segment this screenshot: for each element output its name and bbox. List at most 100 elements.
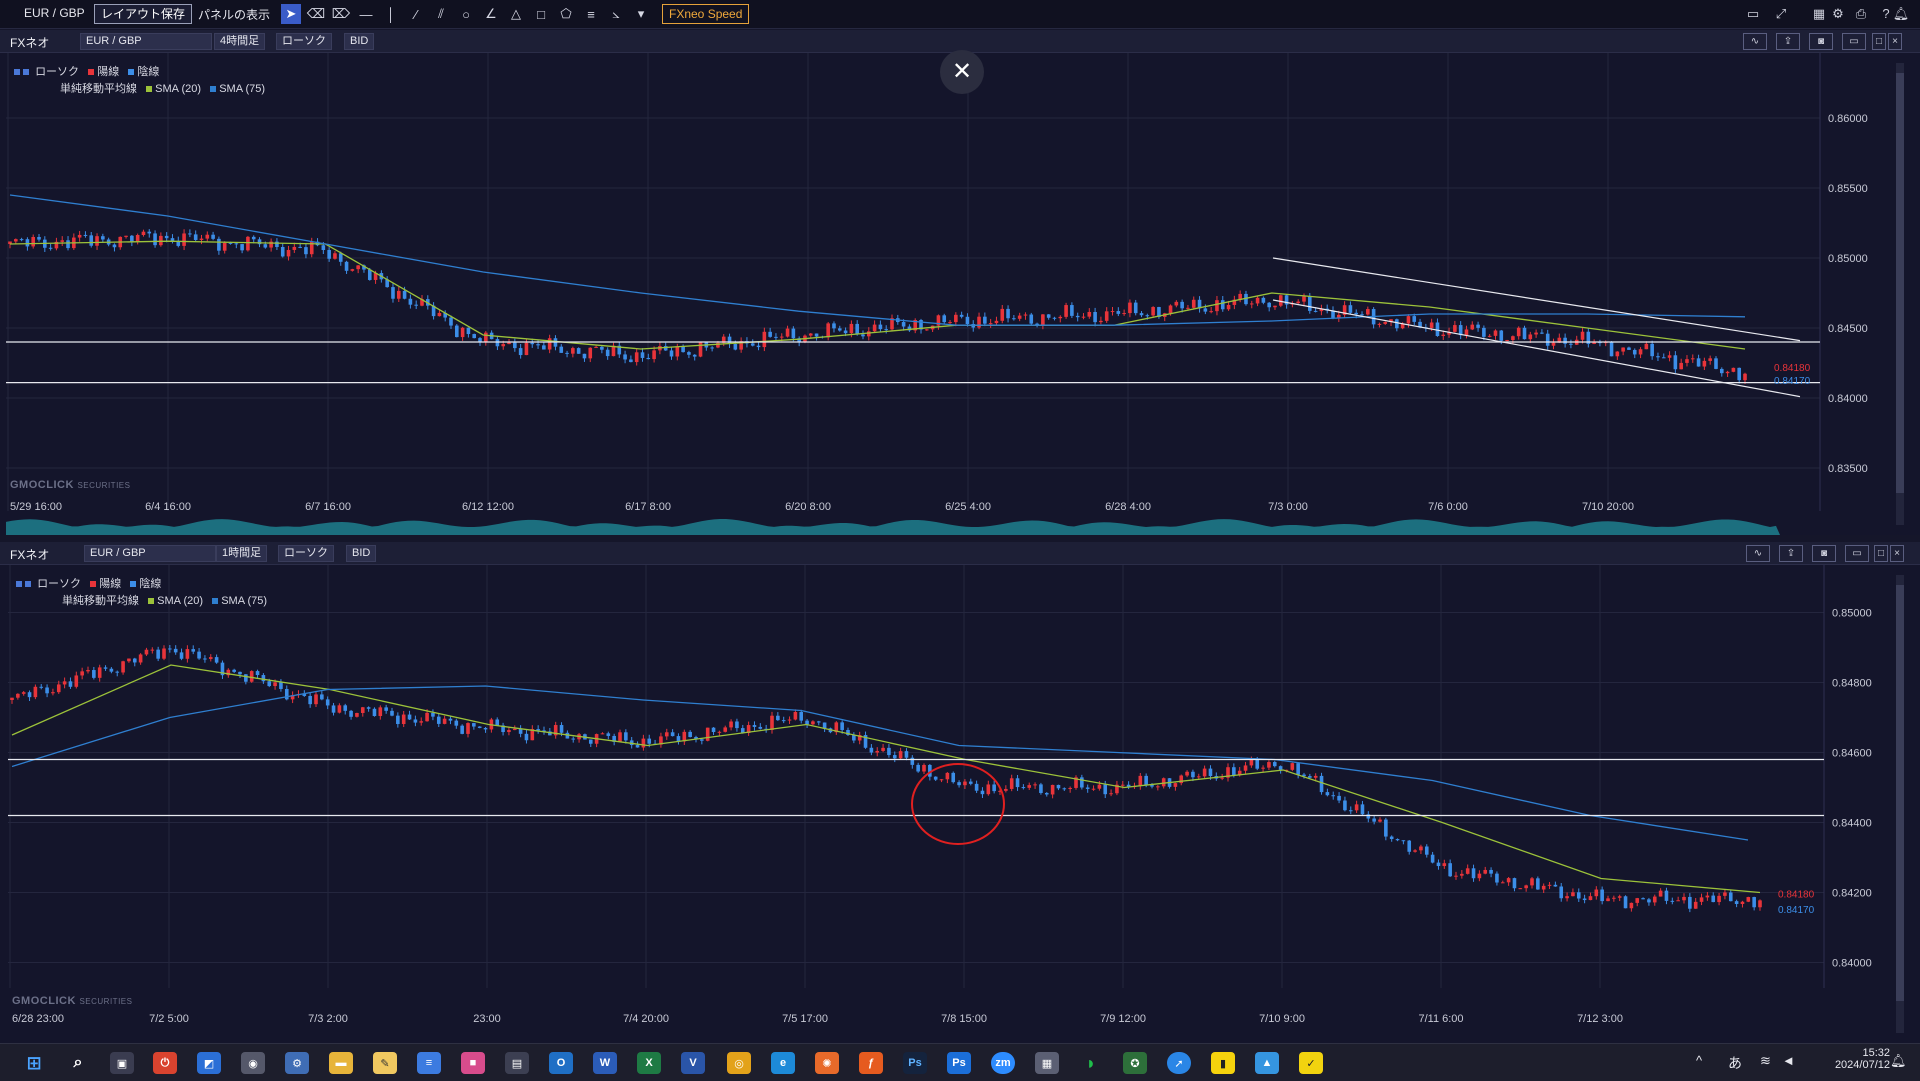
candle-body <box>1551 342 1556 346</box>
panel2-export-icon[interactable]: ⇪ <box>1779 545 1803 562</box>
panel1-indicator-icon[interactable]: ∿ <box>1743 33 1767 50</box>
panel1-maximize-icon[interactable]: □ <box>1872 33 1886 50</box>
horizontal-line-tool-icon[interactable]: — <box>359 6 373 22</box>
candle-body <box>275 241 279 248</box>
help-icon[interactable]: ? <box>1882 6 1890 21</box>
tray-chevron-icon[interactable]: ^ <box>1696 1053 1703 1068</box>
app-doc-icon[interactable]: ≡ <box>417 1052 441 1074</box>
panel2-pricetype-select[interactable]: BID <box>346 545 377 562</box>
fullscreen-icon[interactable]: ⤢ <box>1775 6 1787 21</box>
wifi-icon[interactable]: ≋ <box>1760 1053 1771 1068</box>
windows-start-icon[interactable]: ⊞ <box>26 1052 42 1073</box>
trendline-tool-icon[interactable]: ⁄ <box>414 6 418 22</box>
panel2-scrollbar[interactable] <box>1896 575 1904 1033</box>
file-explorer-icon[interactable]: ▬ <box>329 1052 353 1074</box>
fxneo-speed-button[interactable]: FXneo Speed <box>662 4 750 24</box>
panel1-scrollbar[interactable] <box>1896 63 1904 525</box>
task-view-icon[interactable]: ▣ <box>110 1052 134 1074</box>
candle-body <box>308 695 312 705</box>
fibonacci-tool-icon[interactable]: ≡ <box>587 6 595 22</box>
panel2-indicator-icon[interactable]: ∿ <box>1746 545 1770 562</box>
ime-indicator[interactable]: あ <box>1728 1055 1742 1071</box>
excel-icon[interactable]: X <box>637 1052 661 1074</box>
panel2-close-icon[interactable]: × <box>1890 545 1904 562</box>
app-check-icon[interactable]: ✓ <box>1299 1052 1323 1074</box>
angle-tool-icon[interactable]: ∠ <box>485 6 497 21</box>
panel2-window-icon[interactable]: ▭ <box>1845 545 1869 562</box>
candle-body <box>898 751 903 759</box>
panel1-pricetype-select[interactable]: BID <box>344 33 375 50</box>
candle-body <box>1120 784 1125 786</box>
pentagon-tool-icon[interactable]: ⬠ <box>560 6 572 21</box>
save-layout-button[interactable]: レイアウト保存 <box>94 4 193 24</box>
triangle-tool-icon[interactable]: △ <box>511 6 521 21</box>
outlook-icon[interactable]: O <box>549 1052 573 1074</box>
gear-icon[interactable]: ⚙ <box>1832 6 1844 21</box>
chrome-icon[interactable]: ◎ <box>727 1052 751 1074</box>
gann-tool-icon[interactable]: ⦣ <box>612 6 620 21</box>
zoom-icon[interactable]: zm <box>991 1052 1015 1074</box>
app-blue-icon[interactable]: ◩ <box>197 1052 221 1074</box>
panel1-charttype-select[interactable]: ローソク <box>276 33 332 50</box>
grid-icon[interactable]: ▦ <box>1812 6 1826 21</box>
panel1-close-icon[interactable]: × <box>1888 33 1902 50</box>
panel2-charttype-select[interactable]: ローソク <box>278 545 334 562</box>
camera-app-icon[interactable]: ◉ <box>241 1052 265 1074</box>
firefox-icon[interactable]: ƒ <box>859 1052 883 1074</box>
candle-body <box>220 662 225 676</box>
panel1-pair-select[interactable]: EUR / GBP <box>80 33 212 50</box>
circle-tool-icon[interactable]: ○ <box>462 6 470 22</box>
app-compass-icon[interactable]: ➚ <box>1167 1052 1191 1074</box>
sticky-notes-icon[interactable]: ▮ <box>1211 1052 1235 1074</box>
panel2-camera-icon[interactable]: ◙ <box>1812 545 1836 562</box>
more-tools-icon[interactable]: ▾ <box>637 6 645 21</box>
search-icon[interactable]: ⌕ <box>73 1054 83 1071</box>
close-button[interactable]: ✕ <box>940 50 984 94</box>
candle-body <box>1419 846 1423 851</box>
app-green-icon[interactable]: ◗ <box>1085 1052 1097 1073</box>
candle-body <box>455 325 459 338</box>
candle-body <box>1746 897 1751 902</box>
panel-display-button[interactable]: パネルの表示 <box>198 8 271 22</box>
bell-icon[interactable]: 🔔︎ <box>1892 6 1910 21</box>
panel1-timeframe-select[interactable]: 4時間足 <box>214 33 266 50</box>
settings-app-icon[interactable]: ⚙ <box>285 1052 309 1074</box>
panel2-maximize-icon[interactable]: □ <box>1874 545 1888 562</box>
notepad-icon[interactable]: ✎ <box>373 1052 397 1074</box>
panel1-chart-area[interactable]: 5/29 16:00 6/4 16:00 6/7 16:00 6/12 12:00 6/… <box>0 53 1920 535</box>
candle-body <box>83 234 88 236</box>
pair-label[interactable]: EUR / GBP <box>24 6 85 20</box>
app-pink-icon[interactable]: ■ <box>461 1052 485 1074</box>
app-red-icon[interactable]: ⏻ <box>153 1052 177 1074</box>
x-tick-label: 7/6 0:00 <box>1428 501 1468 513</box>
eraser-icon[interactable]: ⌫ <box>306 6 326 21</box>
panel2-timeframe-select[interactable]: 1時間足 <box>216 545 268 562</box>
speaker-icon[interactable]: ◄ <box>1782 1053 1795 1068</box>
panel1-window-icon[interactable]: ▭ <box>1842 33 1866 50</box>
panel1-camera-icon[interactable]: ◙ <box>1809 33 1833 50</box>
app-gear-icon[interactable]: ✪ <box>1123 1052 1147 1074</box>
panel2-pair-select[interactable]: EUR / GBP <box>84 545 216 562</box>
print-icon[interactable]: ⎙ <box>1855 6 1867 21</box>
calculator-icon[interactable]: ▦ <box>1035 1052 1059 1074</box>
photoshop-icon[interactable]: Ps <box>903 1052 927 1074</box>
word-icon[interactable]: W <box>593 1052 617 1074</box>
photoshop-express-icon[interactable]: Ps <box>947 1052 971 1074</box>
edge-icon[interactable]: e <box>771 1052 795 1074</box>
vertical-line-tool-icon[interactable]: │ <box>386 6 396 22</box>
rectangle-tool-icon[interactable]: □ <box>537 6 545 22</box>
panel1-export-icon[interactable]: ⇪ <box>1776 33 1800 50</box>
clock[interactable]: 15:32 2024/07/12 <box>1820 1047 1890 1071</box>
candle-body <box>1366 814 1371 819</box>
notification-bell-icon[interactable]: 🔔︎ <box>1890 1053 1907 1068</box>
candle-body <box>162 648 166 659</box>
layout-icon[interactable]: ▭ <box>1746 6 1760 21</box>
cursor-tool-icon[interactable]: ➤ <box>281 4 301 24</box>
parallel-line-tool-icon[interactable]: ⫽ <box>438 6 444 21</box>
app-terminal-icon[interactable]: ▤ <box>505 1052 529 1074</box>
visio-icon[interactable]: V <box>681 1052 705 1074</box>
app-pinwheel-icon[interactable]: ✺ <box>815 1052 839 1074</box>
erase-all-icon[interactable]: ⌦ <box>331 6 351 21</box>
photos-icon[interactable]: ▲ <box>1255 1052 1279 1074</box>
panel2-chart-area[interactable]: 6/28 23:00 7/2 5:00 7/3 2:00 23:00 7/4 20:00… <box>0 565 1920 1043</box>
